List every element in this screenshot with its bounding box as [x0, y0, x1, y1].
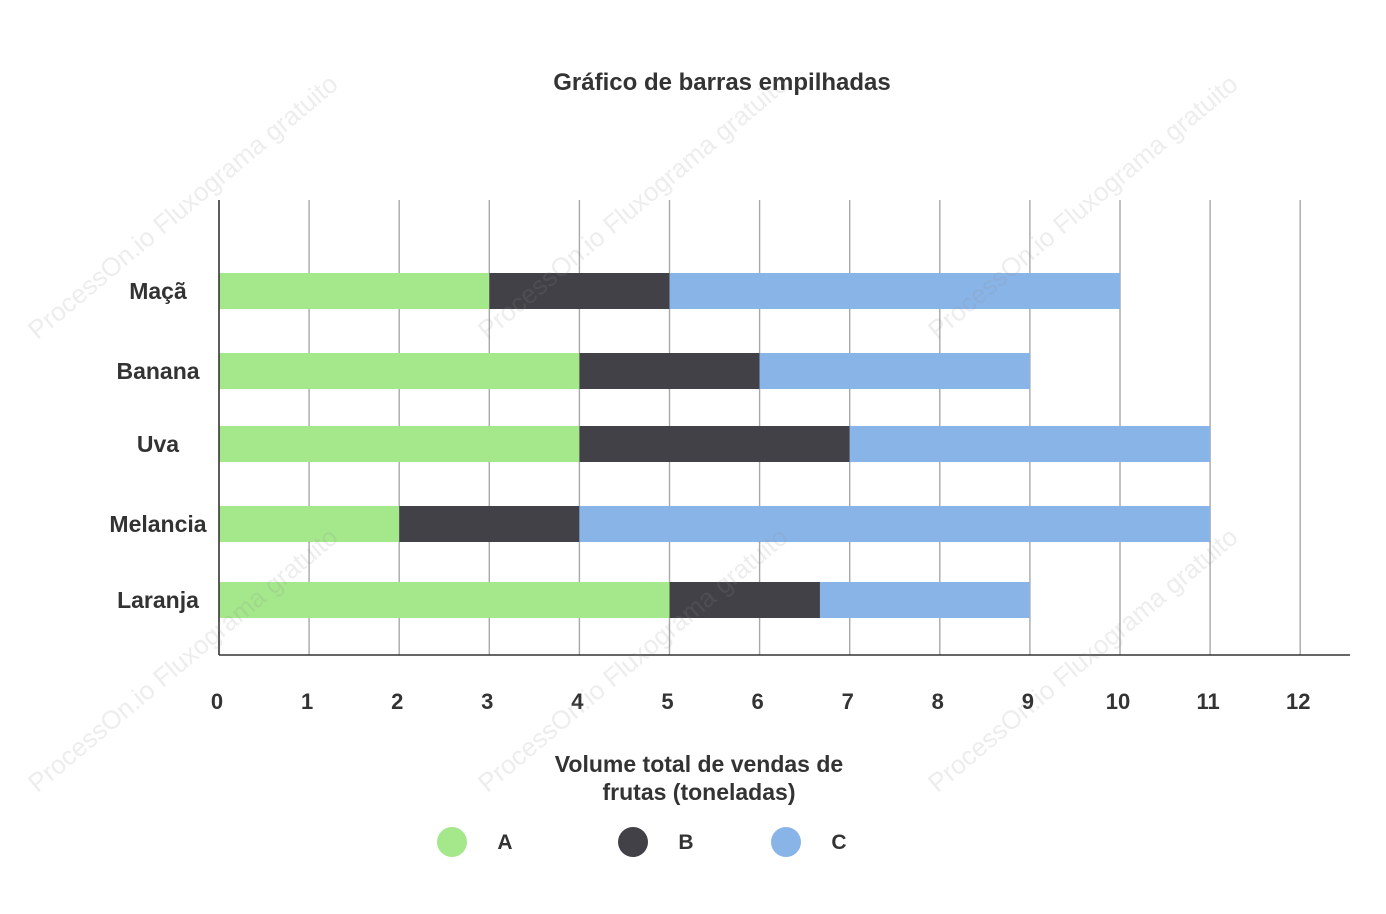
- bars-layer: [219, 273, 1211, 618]
- bar-Maçã-A: [219, 273, 490, 309]
- legend-label-A: A: [497, 831, 512, 854]
- x-tick-label-0: 0: [211, 689, 223, 714]
- bar-Melancia-B: [399, 506, 580, 542]
- bar-Melancia-A: [219, 506, 400, 542]
- bar-Banana-C: [759, 353, 1030, 389]
- x-axis-title-line-1: Volume total de vendas de: [555, 751, 843, 777]
- y-category-label: Maçã: [129, 278, 187, 304]
- bar-Uva-C: [849, 426, 1211, 462]
- x-axis-title-line-2: frutas (toneladas): [603, 779, 796, 805]
- y-category-label: Laranja: [117, 587, 199, 613]
- bar-Laranja-C: [819, 582, 1030, 618]
- x-tick-label-2: 2: [391, 689, 403, 714]
- bar-Uva-A: [219, 426, 580, 462]
- x-tick-label-7: 7: [842, 689, 854, 714]
- x-tick-label-12: 12: [1286, 689, 1310, 714]
- legend-label-B: B: [678, 831, 693, 854]
- bar-Uva-B: [579, 426, 850, 462]
- legend-marker-B: [618, 827, 648, 857]
- bar-Banana-B: [579, 353, 760, 389]
- legend-label-C: C: [831, 831, 846, 854]
- bar-Maçã-C: [669, 273, 1120, 309]
- x-tick-label-9: 9: [1022, 689, 1034, 714]
- x-tick-label-4: 4: [571, 689, 584, 714]
- x-tick-label-1: 1: [301, 689, 313, 714]
- legend: A B C: [437, 827, 847, 857]
- legend-marker-C: [771, 827, 801, 857]
- y-category-label: Uva: [137, 431, 179, 457]
- y-category-label: Melancia: [109, 511, 206, 537]
- x-tick-label-8: 8: [932, 689, 944, 714]
- y-category-label: Banana: [116, 358, 199, 384]
- x-tick-label-10: 10: [1106, 689, 1130, 714]
- bar-Banana-A: [219, 353, 580, 389]
- x-tick-label-5: 5: [661, 689, 673, 714]
- x-tick-label-3: 3: [481, 689, 493, 714]
- label-layer: 0 1 2 3 4 5 6 7 8 9 10 11 12MaçãBananaUvaMelanciaLar…: [109, 278, 1310, 805]
- axis-layer: [218, 200, 1350, 656]
- x-tick-label-6: 6: [751, 689, 763, 714]
- legend-marker-A: [437, 827, 467, 857]
- bar-Laranja-B: [669, 582, 820, 618]
- x-tick-label-11: 11: [1196, 689, 1219, 714]
- bar-Maçã-B: [489, 273, 670, 309]
- chart-title: Gráfico de barras empilhadas: [553, 69, 890, 96]
- bar-Melancia-C: [579, 506, 1211, 542]
- bar-Laranja-A: [219, 582, 670, 618]
